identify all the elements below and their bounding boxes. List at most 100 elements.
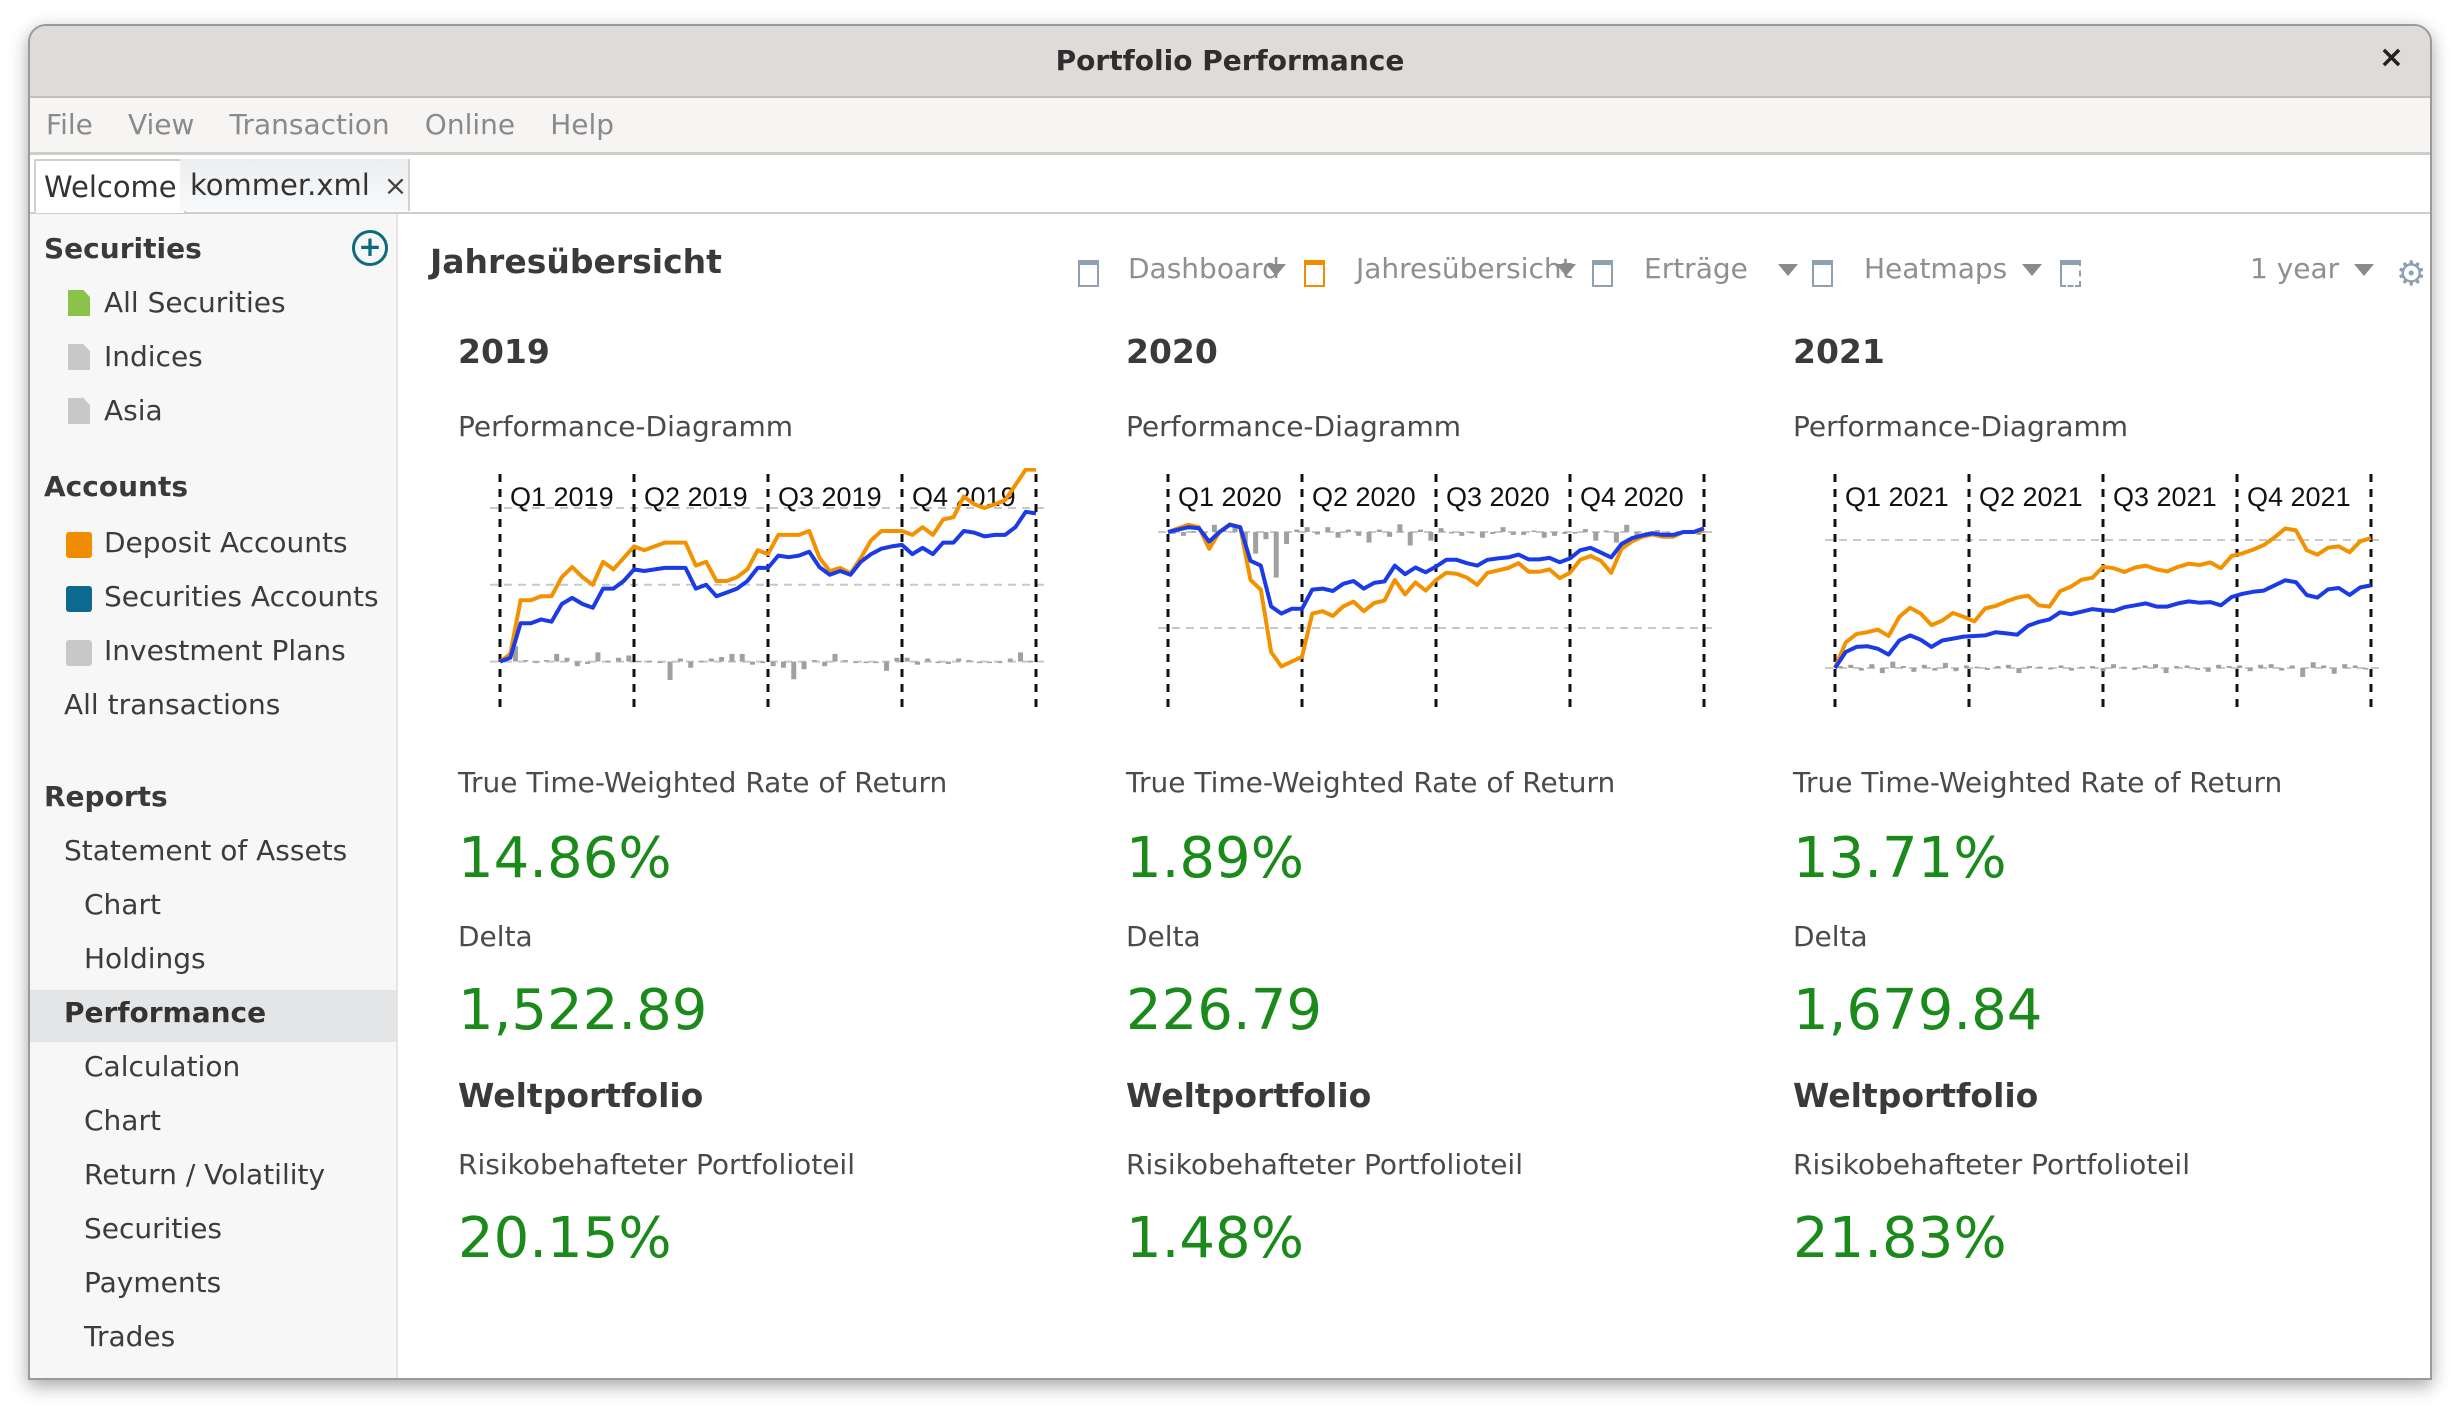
dashboard-icon bbox=[1078, 260, 1099, 287]
sidebar-item-calculation[interactable]: Calculation bbox=[84, 1050, 241, 1083]
chevron-down-icon[interactable] bbox=[2354, 264, 2374, 276]
change-bar bbox=[2068, 668, 2074, 671]
chart-label: Performance-Diagramm bbox=[458, 410, 794, 443]
dashboard-tab-jahresuebersicht[interactable]: Jahresübersicht bbox=[1356, 252, 1573, 285]
chevron-down-icon[interactable] bbox=[1266, 264, 1286, 276]
close-icon[interactable]: × bbox=[2378, 40, 2404, 75]
securities-account-icon bbox=[66, 586, 92, 612]
portfolio-name: Weltportfolio bbox=[1126, 1076, 1372, 1115]
sidebar-header-securities: Securities bbox=[44, 232, 202, 265]
quarter-label: Q3 2021 bbox=[2113, 482, 2217, 512]
change-bar bbox=[2058, 665, 2064, 668]
sidebar-item-holdings[interactable]: Holdings bbox=[84, 942, 206, 975]
risk-value: 1.48% bbox=[1126, 1206, 1304, 1271]
quarter-label: Q2 2020 bbox=[1312, 482, 1416, 512]
gear-icon[interactable]: ⚙ bbox=[2396, 254, 2427, 294]
ttwror-value: 1.89% bbox=[1126, 826, 1304, 891]
change-bar bbox=[698, 660, 704, 663]
sidebar-item-trades[interactable]: Trades bbox=[84, 1320, 176, 1353]
change-bar bbox=[2289, 665, 2295, 668]
change-bar bbox=[512, 646, 518, 662]
change-bar bbox=[1170, 532, 1176, 534]
ttwror-value: 13.71% bbox=[1793, 826, 2007, 891]
change-bar bbox=[1995, 666, 2001, 668]
change-bar bbox=[2163, 668, 2169, 674]
menu-transaction[interactable]: Transaction bbox=[229, 108, 390, 141]
change-bar bbox=[2331, 668, 2337, 674]
menu-file[interactable]: File bbox=[46, 108, 93, 141]
menu-online[interactable]: Online bbox=[424, 108, 516, 141]
change-bar bbox=[2205, 668, 2211, 672]
year-heading: 2019 bbox=[458, 332, 550, 371]
ttwror-label: True Time-Weighted Rate of Return bbox=[1126, 766, 1616, 799]
sidebar-item-statement-of-assets[interactable]: Statement of Assets bbox=[64, 834, 348, 867]
change-bar bbox=[1613, 532, 1619, 543]
change-bar bbox=[616, 657, 622, 662]
change-bar bbox=[2016, 668, 2022, 674]
change-bar bbox=[997, 661, 1003, 664]
change-bar bbox=[677, 658, 683, 662]
performance-chart-2021[interactable]: Q1 2021 Q2 2021 Q3 2021 Q4 2021 bbox=[1793, 468, 2413, 718]
change-bar bbox=[2247, 668, 2253, 672]
change-bar bbox=[1191, 531, 1197, 533]
change-bar bbox=[1376, 529, 1382, 532]
menu-view[interactable]: View bbox=[127, 108, 195, 141]
chart-label: Performance-Diagramm bbox=[1126, 410, 1462, 443]
change-bar bbox=[935, 661, 941, 664]
quarter-label: Q3 2019 bbox=[778, 482, 882, 512]
change-bar bbox=[1325, 527, 1331, 532]
change-bar bbox=[2237, 665, 2243, 668]
chevron-down-icon[interactable] bbox=[1778, 264, 1798, 276]
sidebar-item-performance[interactable]: Performance bbox=[30, 990, 396, 1042]
change-bar bbox=[1180, 532, 1186, 536]
performance-chart-2020[interactable]: Q1 2020 Q2 2020 Q3 2020 Q4 2020 bbox=[1126, 468, 1746, 718]
close-tab-icon[interactable]: × bbox=[383, 169, 408, 202]
change-bar bbox=[2226, 666, 2232, 668]
change-bar bbox=[1335, 532, 1341, 538]
dashboard-tab-dashboard[interactable]: Dashboard bbox=[1128, 252, 1280, 285]
menu-help[interactable]: Help bbox=[550, 108, 615, 141]
sidebar-item-performance-chart[interactable]: Chart bbox=[84, 1104, 161, 1137]
chevron-down-icon[interactable] bbox=[2022, 264, 2042, 276]
change-bar bbox=[1879, 668, 1885, 674]
sidebar-item-all-transactions[interactable]: All transactions bbox=[64, 688, 281, 721]
change-bar bbox=[2037, 666, 2043, 669]
dashboard-tab-heatmaps[interactable]: Heatmaps bbox=[1864, 252, 2008, 285]
change-bar bbox=[811, 660, 817, 662]
change-bar bbox=[1696, 532, 1702, 535]
add-icon[interactable]: + bbox=[352, 230, 388, 266]
ttwror-value: 14.86% bbox=[458, 826, 672, 891]
sidebar-item-securities-performance[interactable]: Securities bbox=[84, 1212, 223, 1245]
performance-chart-2019[interactable]: Q1 2019 Q2 2019 Q3 2019 Q4 2019 bbox=[458, 468, 1078, 718]
delta-value: 1,522.89 bbox=[458, 978, 708, 1043]
dashboard-icon bbox=[1592, 260, 1613, 287]
change-bar bbox=[2310, 662, 2316, 668]
sidebar-item-statement-chart[interactable]: Chart bbox=[84, 888, 161, 921]
change-bar bbox=[605, 660, 611, 663]
sidebar-item-payments[interactable]: Payments bbox=[84, 1266, 222, 1299]
quarter-label: Q4 2020 bbox=[1580, 482, 1684, 512]
delta-label: Delta bbox=[1126, 920, 1201, 953]
quarter-label: Q3 2020 bbox=[1446, 482, 1550, 512]
change-bar bbox=[2121, 666, 2127, 669]
change-bar bbox=[2268, 664, 2274, 668]
change-bar bbox=[863, 661, 869, 664]
dashboard-toolbar: Dashboard Jahresübersicht Erträge Heatma… bbox=[398, 252, 2430, 294]
risk-label: Risikobehafteter Portfolioteil bbox=[1126, 1148, 1523, 1181]
change-bar bbox=[719, 656, 725, 662]
dashboard-content: Jahresübersicht Dashboard Jahresübersich… bbox=[398, 214, 2430, 1378]
quarter-label: Q2 2019 bbox=[644, 482, 748, 512]
sidebar-item-return-volatility[interactable]: Return / Volatility bbox=[84, 1158, 326, 1191]
chevron-down-icon[interactable] bbox=[1556, 264, 1576, 276]
period-selector[interactable]: 1 year bbox=[2250, 252, 2340, 285]
new-dashboard-icon[interactable] bbox=[2060, 260, 2081, 287]
risk-label: Risikobehafteter Portfolioteil bbox=[1793, 1148, 2190, 1181]
dashboard-tab-ertraege[interactable]: Erträge bbox=[1644, 252, 1748, 285]
change-bar bbox=[1448, 532, 1454, 534]
delta-label: Delta bbox=[458, 920, 533, 953]
change-bar bbox=[822, 661, 828, 667]
change-bar bbox=[1531, 530, 1537, 533]
tab-label: kommer.xml bbox=[190, 168, 370, 202]
tab-welcome[interactable]: Welcome bbox=[34, 159, 186, 213]
tab-kommer-xml[interactable]: kommer.xml × bbox=[180, 159, 410, 211]
